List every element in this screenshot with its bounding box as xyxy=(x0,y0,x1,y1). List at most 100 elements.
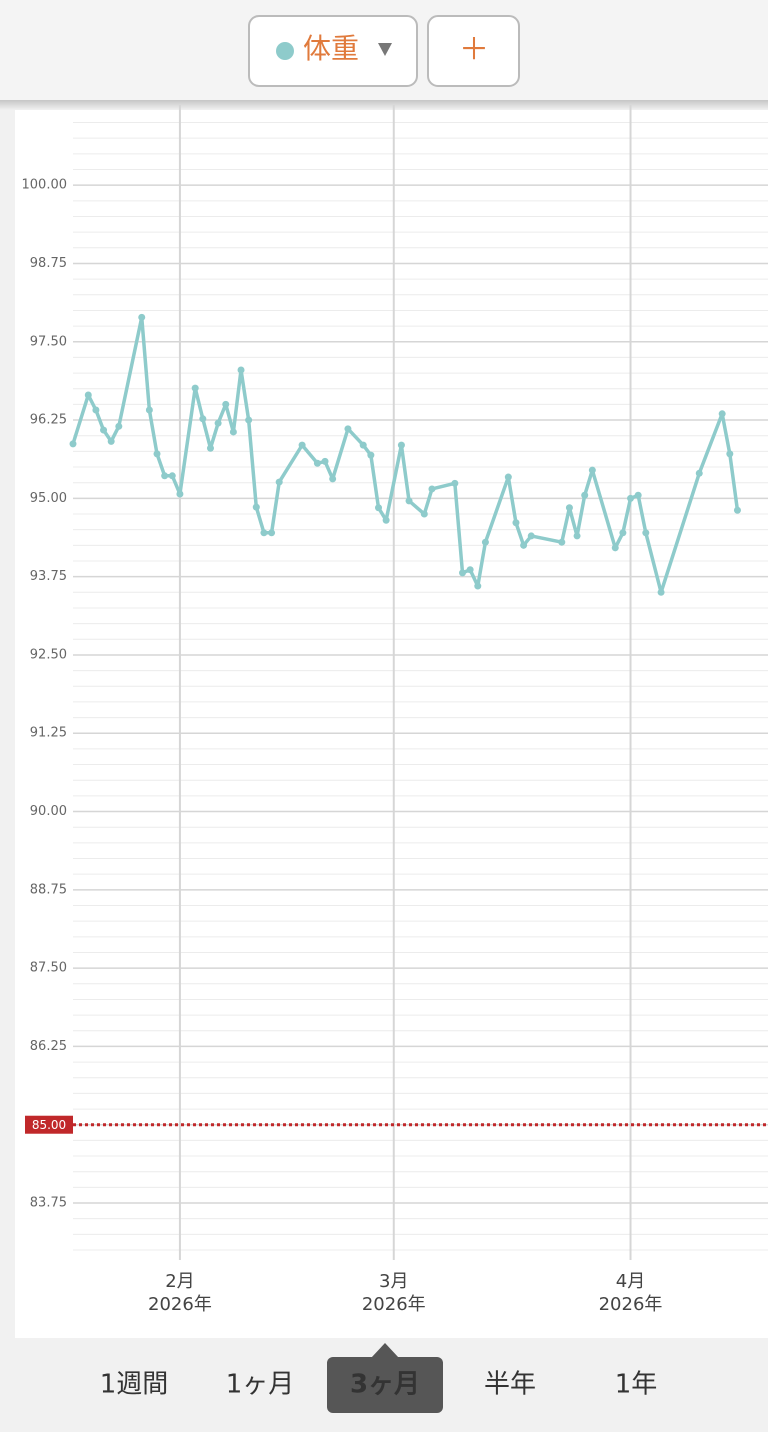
data-point xyxy=(69,440,77,448)
y-tick-label: 100.00 xyxy=(22,178,68,193)
data-point xyxy=(252,503,260,511)
x-tick-sublabel: 2026年 xyxy=(362,1294,426,1315)
x-tick-label: 2月 xyxy=(165,1271,194,1292)
x-tick-label: 3月 xyxy=(379,1271,408,1292)
y-tick-label: 97.50 xyxy=(30,334,67,349)
data-point xyxy=(344,425,352,433)
x-tick-sublabel: 2026年 xyxy=(599,1294,663,1315)
data-point xyxy=(206,444,214,452)
data-point xyxy=(726,450,734,458)
data-point xyxy=(382,516,390,524)
data-point xyxy=(718,410,726,418)
chart-card xyxy=(15,110,768,1338)
y-tick-label: 86.25 xyxy=(30,1039,67,1054)
period-tab[interactable]: 1週間 xyxy=(100,1370,169,1400)
dropdown-arrow xyxy=(378,43,392,56)
period-tabs: 1週間 1ヶ月 3ヶ月 半年 1年 xyxy=(100,1343,658,1413)
data-point xyxy=(451,479,459,487)
data-point xyxy=(214,419,222,427)
data-point xyxy=(466,566,474,574)
data-point xyxy=(512,519,520,527)
data-point xyxy=(237,366,245,374)
y-tick-label: 91.25 xyxy=(30,726,67,741)
target-label: 85.00 xyxy=(32,1118,66,1132)
data-point xyxy=(367,451,375,459)
data-point xyxy=(611,544,619,552)
period-tab[interactable]: 3ヶ月 xyxy=(350,1370,420,1400)
data-point xyxy=(84,391,92,399)
data-point xyxy=(245,416,253,424)
data-point xyxy=(161,472,169,480)
period-tab[interactable]: 1ヶ月 xyxy=(226,1370,295,1400)
data-point xyxy=(115,422,123,430)
data-point xyxy=(642,529,650,537)
data-point xyxy=(428,485,436,493)
data-point xyxy=(573,532,581,540)
data-point xyxy=(565,504,573,512)
y-tick-label: 95.00 xyxy=(30,491,67,506)
data-point xyxy=(145,406,153,414)
y-tick-label: 93.75 xyxy=(30,569,67,584)
x-tick-label: 4月 xyxy=(616,1271,645,1292)
y-tick-label: 88.75 xyxy=(30,882,67,897)
data-point xyxy=(260,529,268,537)
metric-label[interactable]: 体重 xyxy=(303,32,359,65)
data-point xyxy=(268,529,276,537)
y-tick-label: 92.50 xyxy=(30,647,67,662)
data-point xyxy=(321,457,329,465)
metric-button[interactable] xyxy=(248,15,418,87)
data-point xyxy=(397,441,405,449)
y-tick-label: 83.75 xyxy=(30,1196,67,1211)
data-point xyxy=(520,541,528,549)
selected-tab-bg[interactable] xyxy=(327,1357,443,1413)
data-point xyxy=(229,428,237,436)
data-point xyxy=(176,490,184,498)
data-point xyxy=(627,494,635,502)
data-point xyxy=(199,415,207,423)
data-point xyxy=(581,491,589,499)
add-label[interactable]: ＋ xyxy=(459,33,489,68)
data-point xyxy=(527,532,535,540)
selected-tab-pointer xyxy=(371,1343,399,1358)
y-tick-label: 87.50 xyxy=(30,961,67,976)
data-point xyxy=(107,437,115,445)
data-point xyxy=(634,491,642,499)
data-point xyxy=(558,538,566,546)
data-point xyxy=(588,466,596,474)
data-point xyxy=(222,400,230,408)
data-point xyxy=(481,538,489,546)
chart: 83.75 86.25 87.50 88.75 90.00 91.25 92.50 93.75… xyxy=(22,105,768,1315)
data-point xyxy=(657,588,665,596)
data-point xyxy=(619,529,627,537)
header-shadow xyxy=(0,100,768,110)
data-point xyxy=(405,497,413,505)
data-point xyxy=(298,441,306,449)
period-tab[interactable]: 1年 xyxy=(615,1370,658,1400)
data-point xyxy=(474,582,482,590)
y-tick-label: 90.00 xyxy=(30,804,67,819)
data-point xyxy=(153,450,161,458)
data-point xyxy=(92,406,100,414)
data-point xyxy=(733,506,741,514)
data-point xyxy=(374,504,382,512)
data-point xyxy=(504,473,512,481)
data-point xyxy=(695,469,703,477)
add-button[interactable] xyxy=(427,15,520,87)
target-label-box xyxy=(25,1115,73,1134)
data-point xyxy=(168,472,176,480)
period-tab[interactable]: 半年 xyxy=(484,1370,536,1400)
metric-dot xyxy=(276,42,294,60)
data-point xyxy=(459,569,467,577)
data-point xyxy=(329,475,337,483)
data-point xyxy=(100,426,108,434)
data-point xyxy=(191,384,199,392)
y-tick-label: 98.75 xyxy=(30,256,67,271)
x-tick-sublabel: 2026年 xyxy=(148,1294,212,1315)
data-point xyxy=(313,459,321,467)
data-point xyxy=(420,510,428,518)
data-point xyxy=(275,478,283,486)
y-tick-label: 96.25 xyxy=(30,413,67,428)
data-point xyxy=(359,441,367,449)
data-point xyxy=(138,313,146,321)
